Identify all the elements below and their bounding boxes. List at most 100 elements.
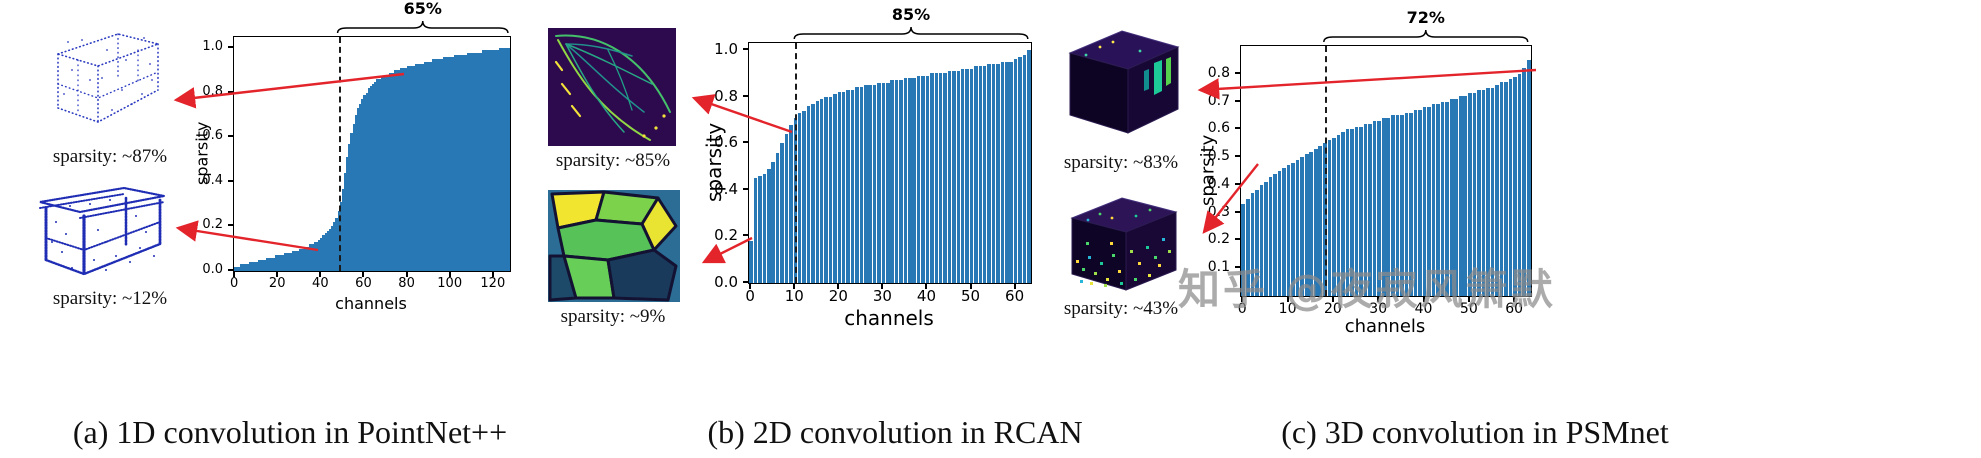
bar	[406, 65, 409, 271]
bar	[1458, 96, 1463, 296]
bar	[484, 50, 487, 271]
y-tick-label: 0.5	[1207, 148, 1230, 165]
x-tick-mark	[1286, 296, 1289, 302]
featuremap-image-low-sparsity	[548, 190, 680, 302]
bar	[855, 87, 859, 283]
sparsity-label-b-bottom: sparsity: ~9%	[560, 306, 666, 327]
bar	[365, 92, 368, 271]
bar	[277, 255, 280, 271]
bar	[921, 75, 925, 283]
x-tick-label: 0	[745, 287, 755, 305]
x-tick-mark	[448, 271, 451, 277]
bar	[469, 52, 472, 271]
pointcloud-dense-svg	[39, 186, 165, 276]
bar	[960, 68, 965, 283]
butterfly-bright-svg	[548, 190, 680, 302]
bar	[417, 63, 420, 271]
bar	[1395, 115, 1400, 296]
bar	[1400, 115, 1404, 296]
x-tick-label: 100	[437, 276, 463, 291]
y-tick-mark	[743, 141, 749, 144]
y-axis-label: sparsity	[702, 122, 726, 202]
bar	[447, 57, 450, 271]
bar	[877, 82, 881, 283]
bar	[492, 50, 495, 271]
bar	[1000, 61, 1005, 283]
bar	[331, 226, 334, 271]
pointcloud-image-low-sparsity	[34, 182, 170, 282]
x-axis-label: channels	[335, 294, 407, 313]
bar	[363, 94, 366, 271]
bar	[1013, 59, 1018, 283]
bar	[359, 103, 362, 271]
bar	[767, 168, 771, 283]
bar	[384, 74, 388, 271]
bar	[305, 246, 308, 271]
bar	[481, 50, 485, 271]
bar	[806, 105, 811, 283]
bar	[1409, 112, 1413, 296]
bar	[1255, 190, 1259, 296]
watermark: 知乎 @夜寂风箫默	[1178, 265, 1556, 314]
x-tick-mark	[233, 271, 236, 277]
bar	[1341, 132, 1345, 296]
sparsity-label-a-bottom: sparsity: ~12%	[52, 288, 168, 309]
bar	[1508, 79, 1513, 296]
bar	[1309, 151, 1314, 296]
x-tick-label: 30	[1369, 301, 1388, 317]
y-tick-mark	[228, 90, 234, 93]
bar	[300, 248, 303, 271]
bar	[244, 264, 247, 271]
bar	[499, 48, 502, 271]
bar	[837, 91, 842, 283]
bar	[445, 57, 448, 271]
bar	[1295, 159, 1300, 296]
bar	[292, 250, 295, 271]
bar	[270, 257, 273, 271]
bar	[1354, 126, 1359, 296]
bar	[389, 72, 392, 271]
volume-image-high-sparsity	[1056, 20, 1186, 140]
bar	[1372, 121, 1377, 296]
chart-pointnet: sparsity channels 65% 0.0 0.2 0.4 0.6 0.8 1.0…	[180, 0, 525, 330]
y-tick-mark	[1235, 210, 1241, 213]
x-tick-label: 60	[355, 276, 372, 291]
x-tick-mark	[1422, 296, 1425, 302]
bar	[361, 99, 364, 271]
bar	[969, 68, 974, 283]
bar	[1332, 137, 1336, 296]
bar	[415, 63, 418, 271]
bar	[1477, 90, 1481, 296]
bar	[279, 255, 282, 271]
bar	[369, 86, 372, 271]
x-tick-mark	[1513, 296, 1516, 302]
bar	[458, 54, 461, 271]
y-tick-mark	[743, 281, 749, 283]
x-tick-mark	[793, 283, 796, 289]
x-tick-mark	[1467, 296, 1470, 302]
x-tick-label: 20	[268, 276, 286, 291]
bar	[236, 266, 239, 271]
bar	[318, 239, 321, 271]
bar	[753, 178, 758, 283]
bar	[1286, 165, 1291, 296]
x-tick-label: 50	[1459, 301, 1478, 317]
bar	[943, 73, 947, 283]
bar	[1250, 193, 1255, 296]
bar	[982, 66, 987, 283]
plot-area-pointnet	[233, 36, 511, 272]
bar	[952, 70, 956, 283]
bar	[494, 50, 498, 271]
x-tick-label: 60	[1505, 301, 1524, 317]
y-tick-label: 0.7	[1207, 92, 1230, 109]
bar	[421, 63, 424, 271]
bar	[859, 87, 864, 283]
bar	[322, 235, 325, 271]
bar	[272, 257, 275, 271]
y-tick-mark	[1235, 71, 1241, 74]
y-tick-mark	[228, 179, 234, 182]
caption-c: (c) 3D convolution in PSMnet	[1281, 414, 1669, 450]
bar	[797, 112, 802, 283]
volume-image-low-sparsity	[1060, 190, 1186, 294]
bar	[395, 70, 398, 271]
